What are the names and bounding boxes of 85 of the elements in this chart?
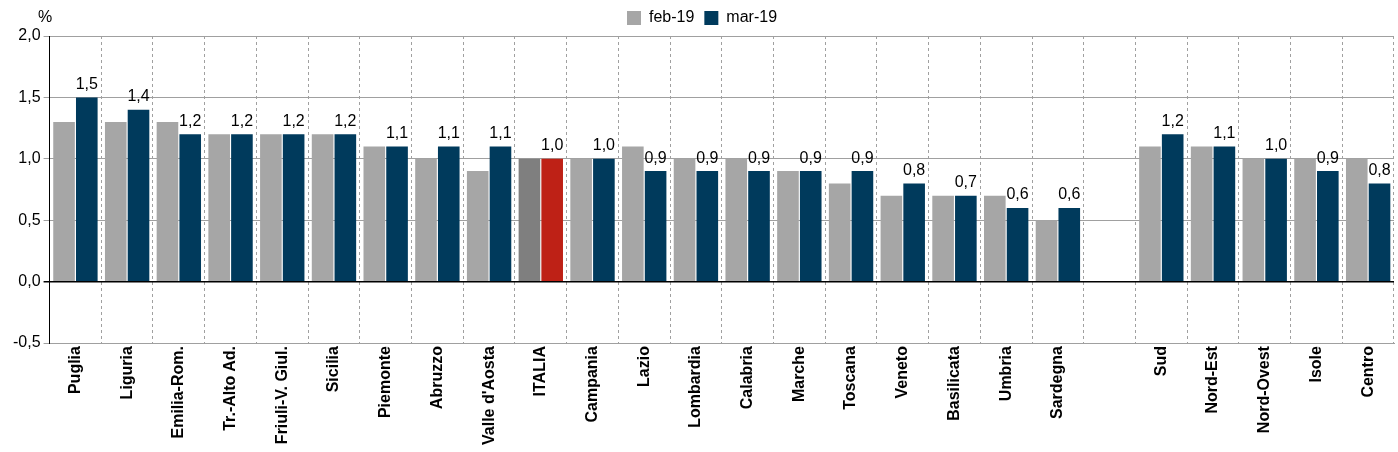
bar: [1213, 146, 1236, 281]
data-label: 1,5: [75, 74, 99, 92]
x-tick-label: Veneto: [893, 345, 911, 399]
x-tick-label: Emilia-Rom.: [169, 346, 187, 439]
x-tick-label: Campania: [582, 345, 600, 423]
data-label: 0,6: [1058, 185, 1081, 203]
x-tick-label: Marche: [789, 345, 807, 403]
bar: [1161, 134, 1184, 281]
data-label: 1,0: [592, 136, 616, 154]
x-tick-label: Abruzzo: [427, 345, 445, 410]
bar: [1006, 207, 1029, 281]
bar: [1317, 171, 1339, 281]
data-label: 0,9: [696, 148, 719, 166]
data-label: 0,9: [644, 148, 667, 166]
bar: [593, 158, 615, 281]
data-label: 1,2: [334, 111, 357, 129]
data-label: 1,1: [385, 123, 409, 141]
data-label: 1,0: [1264, 136, 1288, 154]
data-label: 0,8: [1368, 160, 1391, 178]
bar: [955, 195, 977, 281]
data-label: 0,8: [903, 160, 926, 178]
x-tick-label: Sicilia: [324, 345, 342, 393]
data-label: 0,6: [1006, 185, 1029, 203]
x-tick-label: Piemonte: [376, 345, 394, 419]
x-tick-label: Centro: [1358, 345, 1376, 398]
bar: [1265, 158, 1287, 281]
bar: [231, 134, 253, 281]
x-tick-label: Tr.-Alto Ad.: [220, 346, 238, 431]
x-tick-label: ITALIA: [531, 345, 549, 397]
data-label: 0,7: [954, 173, 978, 191]
data-label: 0,9: [851, 148, 874, 166]
bar: [437, 146, 460, 281]
data-label: 0,9: [1316, 148, 1340, 166]
x-tick-label: Umbria: [996, 345, 1014, 402]
bar: [489, 146, 512, 281]
y-tick-label: -0,5: [12, 333, 41, 351]
x-tick-label: Sardegna: [1048, 345, 1066, 419]
data-label: 1,2: [179, 111, 202, 129]
bar: [748, 171, 770, 281]
bar: [903, 183, 925, 281]
bar: [851, 171, 874, 281]
data-label: 0,9: [799, 148, 822, 166]
data-label: 1,1: [1213, 123, 1236, 141]
x-tick-label: Basilicata: [944, 345, 962, 421]
data-label: 1,2: [1161, 111, 1184, 129]
bar: [696, 171, 719, 281]
bar: [334, 134, 357, 281]
legend-label: feb-19: [648, 8, 695, 26]
data-label: 1,0: [541, 136, 564, 154]
legend-label: mar-19: [726, 8, 778, 26]
x-tick-label: Valle d'Aosta: [479, 345, 497, 445]
bar: [179, 134, 202, 281]
y-tick-label: 1,5: [18, 87, 41, 105]
y-axis-title: %: [38, 8, 53, 26]
x-tick-label: Friuli-V. Giul.: [272, 346, 290, 445]
bar: [644, 171, 667, 281]
x-tick-label: Sud: [1151, 346, 1169, 377]
y-tick-label: 0,0: [18, 272, 41, 290]
bar: [1368, 183, 1391, 281]
bar: [518, 158, 541, 281]
x-tick-label: Liguria: [117, 345, 135, 400]
bar: [799, 171, 822, 281]
x-tick-label: Isole: [1306, 345, 1324, 383]
data-label: 1,1: [489, 123, 512, 141]
data-label: 1,2: [282, 111, 305, 129]
bar: [541, 158, 563, 281]
bar: [75, 97, 98, 281]
data-label: 1,1: [437, 123, 460, 141]
data-label: 1,2: [230, 111, 254, 129]
x-tick-label: Toscana: [841, 345, 859, 410]
x-tick-label: Nord-Est: [1203, 345, 1221, 414]
y-tick-label: 0,5: [18, 210, 41, 228]
x-tick-label: Nord-Ovest: [1255, 345, 1273, 434]
bar: [386, 146, 408, 281]
x-tick-label: Calabria: [738, 345, 756, 410]
y-tick-label: 2,0: [18, 26, 41, 44]
x-tick-label: Puglia: [65, 345, 83, 395]
x-tick-label: Lombardia: [686, 345, 704, 428]
bar: [282, 134, 305, 281]
data-label: 1,4: [127, 87, 150, 105]
data-label: 0,9: [747, 148, 771, 166]
x-tick-label: Lazio: [634, 345, 652, 387]
bar: [127, 109, 150, 281]
bar: [1058, 207, 1081, 281]
y-tick-label: 1,0: [18, 149, 41, 167]
